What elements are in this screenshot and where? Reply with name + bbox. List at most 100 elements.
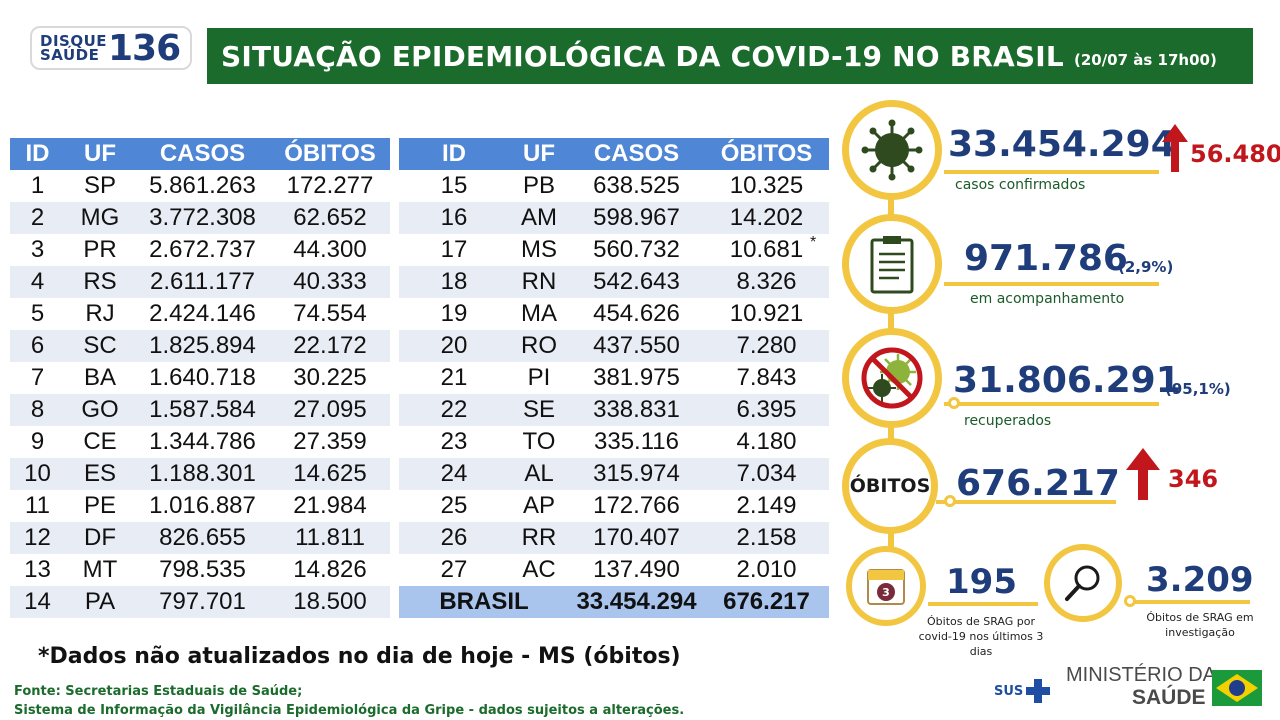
recovered-label: recuperados xyxy=(964,413,1052,429)
col-header-obitos: ÓBITOS xyxy=(270,138,390,170)
cell-obitos: 7.034 xyxy=(704,458,829,490)
recovered-value: 31.806.291 xyxy=(953,360,1181,401)
recovered-circle xyxy=(842,328,942,428)
no-virus-icon xyxy=(861,347,923,409)
logo-number: 136 xyxy=(108,27,181,69)
cell-id: 8 xyxy=(10,394,65,426)
srag-recent-value: 195 xyxy=(946,562,1017,602)
deaths-word: ÓBITOS xyxy=(849,475,931,497)
report-date: (20/07 às 17h00) xyxy=(1073,51,1217,69)
cell-uf: AC xyxy=(522,556,556,583)
cell-casos: 2.424.146 xyxy=(149,300,256,327)
cell-uf: ES xyxy=(65,458,135,490)
cell-casos: 798.535 xyxy=(159,556,246,583)
brazil-flag xyxy=(1212,670,1262,706)
total-obitos: 676.217 xyxy=(704,586,829,618)
srag-recent-circle: 3 xyxy=(846,546,926,626)
monitoring-label: em acompanhamento xyxy=(970,291,1125,307)
col-header-obitos: ÓBITOS xyxy=(704,138,829,170)
cell-id: 24 xyxy=(399,458,509,490)
cell-casos: 454.626 xyxy=(593,300,680,327)
table-row: 25 AP 172.766 2.149 xyxy=(399,490,829,522)
cell-id: 20 xyxy=(399,330,509,362)
magnifier-icon xyxy=(1065,565,1100,601)
table-header-row: ID UF CASOS ÓBITOS xyxy=(399,138,829,170)
cell-casos: 638.525 xyxy=(593,172,680,199)
cell-uf: RJ xyxy=(85,300,115,327)
cell-id: 3 xyxy=(30,236,45,263)
source-line-2: Sistema de Informação da Vigilância Epid… xyxy=(14,703,685,718)
table-row: 10 ES 1.188.301 14.625 xyxy=(10,458,390,490)
table-row: 17 MS 560.732 10.681 xyxy=(399,234,829,266)
recovered-pct: (95,1%) xyxy=(1165,380,1231,398)
cell-obitos: 172.277 xyxy=(286,172,374,199)
table-row: 20 RO 437.550 7.280 xyxy=(399,330,829,362)
confirmed-circle xyxy=(842,100,942,200)
cell-casos: 598.967 xyxy=(569,202,704,234)
col-header-id: ID xyxy=(399,138,509,170)
disque-saude-logo: DISQUE SAÚDE 136 xyxy=(30,26,192,70)
table-row: 2 MG 3.772.308 62.652 xyxy=(10,202,390,234)
cell-id: 9 xyxy=(30,428,45,455)
cell-casos: 797.701 xyxy=(135,586,270,618)
arrow-up-icon xyxy=(1162,124,1188,172)
cell-obitos: 10.325 xyxy=(729,172,804,199)
cell-uf: AP xyxy=(522,492,555,519)
calendar-number: 3 xyxy=(882,586,890,599)
cell-id: 2 xyxy=(10,202,65,234)
cell-casos: 1.016.887 xyxy=(149,492,256,519)
sus-logo: SUS xyxy=(994,678,1051,704)
cell-id: 18 xyxy=(399,266,509,298)
table-row: 4 RS 2.611.177 40.333 xyxy=(10,266,390,298)
monitoring-value: 971.786 xyxy=(964,238,1128,279)
cell-uf: AM xyxy=(509,202,569,234)
cell-casos: 335.116 xyxy=(594,428,679,455)
cell-casos: 542.643 xyxy=(569,266,704,298)
cell-obitos: 40.333 xyxy=(270,266,390,298)
cell-id: 6 xyxy=(10,330,65,362)
table-row: 7 BA 1.640.718 30.225 xyxy=(10,362,390,394)
cell-casos: 826.655 xyxy=(135,522,270,554)
cell-id: 26 xyxy=(399,522,509,554)
table-row: 8 GO 1.587.584 27.095 xyxy=(10,394,390,426)
cell-id: 10 xyxy=(10,458,65,490)
total-label: BRASIL xyxy=(399,586,569,618)
table-row: 1 SP 5.861.263 172.277 xyxy=(10,170,390,202)
table-header-row: ID UF CASOS ÓBITOS xyxy=(10,138,390,170)
title-bar: SITUAÇÃO EPIDEMIOLÓGICA DA COVID-19 NO B… xyxy=(207,28,1253,84)
cell-id: 23 xyxy=(440,428,468,455)
cell-casos: 1.344.786 xyxy=(149,428,256,455)
cell-uf: PI xyxy=(527,364,551,391)
cell-casos: 2.672.737 xyxy=(149,236,256,263)
total-row: BRASIL 33.454.294 676.217 xyxy=(399,586,829,618)
cell-obitos: 8.326 xyxy=(704,266,829,298)
table-row: 24 AL 315.974 7.034 xyxy=(399,458,829,490)
cell-id: 19 xyxy=(440,300,468,327)
cell-id: 7 xyxy=(30,364,45,391)
monitoring-underline xyxy=(944,282,1159,286)
cell-casos: 137.490 xyxy=(593,556,680,583)
logo-text: DISQUE SAÚDE xyxy=(40,32,108,64)
cell-casos: 5.861.263 xyxy=(149,172,256,199)
cell-obitos: 30.225 xyxy=(293,364,367,391)
table-row: 21 PI 381.975 7.843 xyxy=(399,362,829,394)
deaths-circle: ÓBITOS xyxy=(842,438,938,534)
cell-id: 15 xyxy=(440,172,468,199)
cell-uf: RR xyxy=(509,522,569,554)
table-row: 18 RN 542.643 8.326 xyxy=(399,266,829,298)
saude-text: SAÚDE xyxy=(1132,686,1206,709)
table-row: 27 AC 137.490 2.010 xyxy=(399,554,829,586)
cell-id: 21 xyxy=(440,364,468,391)
deaths-dot xyxy=(944,495,956,507)
cell-id: 12 xyxy=(10,522,65,554)
srag-investigation-label: Óbitos de SRAG em investigação xyxy=(1146,611,1254,639)
cell-uf: RO xyxy=(509,330,569,362)
page-title: SITUAÇÃO EPIDEMIOLÓGICA DA COVID-19 NO B… xyxy=(221,39,1064,73)
cell-obitos: 7.280 xyxy=(704,330,829,362)
cell-obitos: 62.652 xyxy=(270,202,390,234)
cell-obitos: 6.395 xyxy=(704,394,829,426)
recovered-underline xyxy=(944,402,1159,406)
cell-uf: PE xyxy=(83,492,116,519)
srag-recent-underline xyxy=(928,602,1038,606)
virus-icon xyxy=(861,119,923,181)
